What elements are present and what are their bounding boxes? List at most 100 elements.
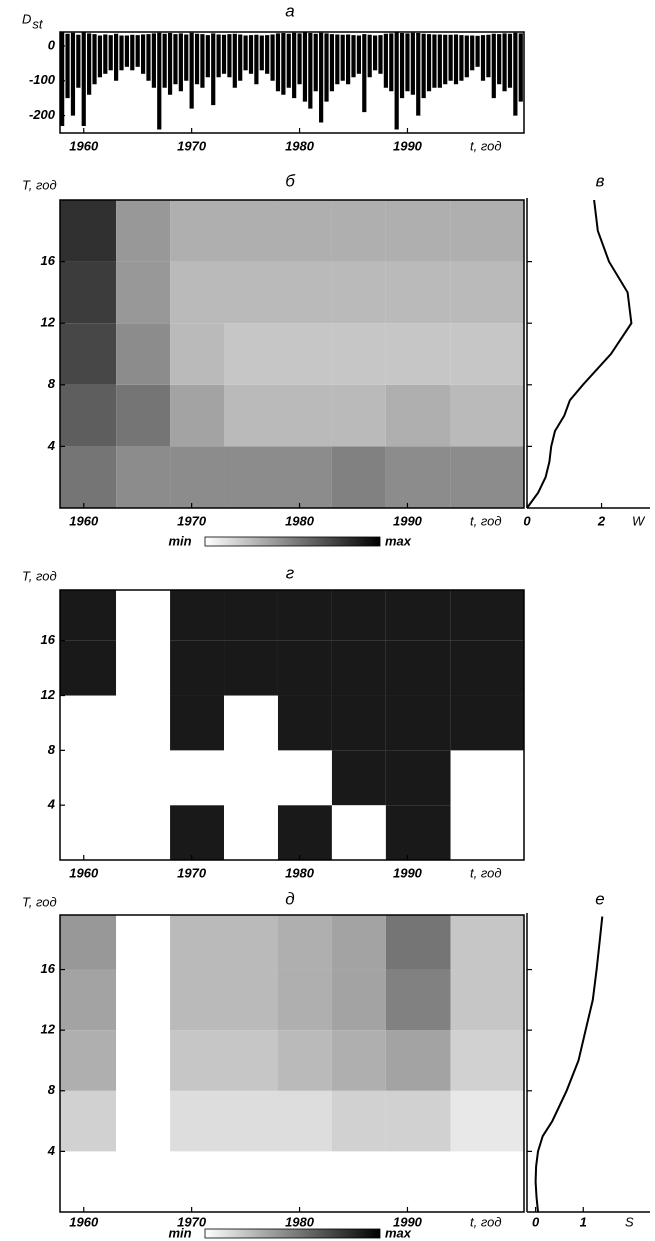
heatmap-cell xyxy=(116,590,171,641)
heatmap-cell xyxy=(277,1090,332,1152)
x-tick-label: 0 xyxy=(532,1214,540,1229)
heatmap-cell xyxy=(331,640,386,696)
heatmap-cell xyxy=(385,1151,451,1212)
panel-title: а xyxy=(285,1,294,20)
x-tick-label: 1960 xyxy=(69,865,99,880)
profile-line xyxy=(534,916,604,1213)
panel: г T, год t, год 1960 1970 1980 1990 4 8 12 16 xyxy=(22,563,525,880)
y-tick-label: 8 xyxy=(48,376,56,391)
panel-title: г xyxy=(286,563,294,582)
heatmap-cell xyxy=(385,750,451,806)
heatmap-cell xyxy=(224,323,278,385)
heatmap-cell xyxy=(60,446,117,508)
y-tick-label: 0 xyxy=(48,37,56,52)
heatmap-cell xyxy=(224,640,278,696)
heatmap-cell xyxy=(450,1151,524,1212)
heatmap-cell xyxy=(224,1090,278,1152)
x-axis-label: W xyxy=(632,513,646,528)
heatmap-cell xyxy=(170,261,225,324)
heatmap-cell xyxy=(331,969,386,1031)
x-tick-label: 1990 xyxy=(393,513,423,528)
x-tick-label: 1 xyxy=(580,1214,587,1229)
plot-frame xyxy=(59,589,525,861)
heatmap-cell xyxy=(170,1090,225,1152)
heatmap-cell xyxy=(277,695,332,751)
colorbar-max-label: max xyxy=(385,1225,412,1240)
heatmap-cell xyxy=(385,261,451,324)
heatmap-cell xyxy=(450,640,524,696)
heatmap-cell xyxy=(170,323,225,385)
heatmap-cell xyxy=(60,695,117,751)
panel-title: в xyxy=(596,171,605,190)
heatmap-cell xyxy=(277,640,332,696)
x-tick-label: 1960 xyxy=(69,1214,99,1229)
heatmap-cell xyxy=(331,1090,386,1152)
x-tick-label: 1970 xyxy=(177,138,207,153)
heatmap-cell xyxy=(450,384,524,447)
heatmap-cell xyxy=(385,1030,451,1091)
profile-line xyxy=(526,199,633,509)
heatmap-cell xyxy=(170,1151,225,1212)
heatmap-cell xyxy=(277,969,332,1031)
panel: е S 0 1 xyxy=(526,889,650,1229)
heatmap-cell xyxy=(60,969,117,1031)
x-tick-label: 1980 xyxy=(285,138,315,153)
panel: а D st t, год 1960 1970 1980 1990 0 -100 -200 xyxy=(22,1,525,153)
heatmap-cell xyxy=(277,1151,332,1212)
heatmap-cell xyxy=(331,200,386,262)
heatmap-cell xyxy=(331,915,386,970)
y-tick-label: 16 xyxy=(41,253,56,268)
x-axis-label: S xyxy=(625,1214,634,1229)
heatmap-cell xyxy=(385,915,451,970)
heatmap-cell xyxy=(385,446,451,508)
x-tick-label: 1980 xyxy=(285,513,315,528)
plot-frame xyxy=(59,199,525,509)
plot-frame xyxy=(59,31,525,134)
heatmap-cell xyxy=(60,805,117,860)
heatmap-cell xyxy=(60,1090,117,1152)
heatmap-cell xyxy=(170,384,225,447)
heatmap-cell xyxy=(170,590,225,641)
heatmap-cell xyxy=(385,969,451,1031)
y-tick-label: 16 xyxy=(41,961,56,976)
heatmap-cell xyxy=(116,1030,171,1091)
plot-frame xyxy=(59,914,525,1213)
x-tick-label: 1990 xyxy=(393,1214,423,1229)
colorbar-min-label: min xyxy=(168,1225,191,1240)
heatmap-cell xyxy=(116,695,171,751)
heatmap-cell xyxy=(450,1030,524,1091)
x-tick-label: 1990 xyxy=(393,865,423,880)
heatmap-cell xyxy=(170,446,225,508)
heatmap-cell xyxy=(331,805,386,860)
heatmap-cell xyxy=(170,640,225,696)
heatmap-cell xyxy=(60,384,117,447)
y-tick-label: 12 xyxy=(41,315,56,330)
heatmap-cell xyxy=(277,323,332,385)
heatmap-cell xyxy=(116,323,171,385)
heatmap-cell xyxy=(224,915,278,970)
heatmap-cell xyxy=(224,446,278,508)
heatmap-cell xyxy=(385,323,451,385)
heatmap-cell xyxy=(224,590,278,641)
x-axis-label: t, год xyxy=(470,513,502,528)
y-axis-label: T, год xyxy=(22,568,57,583)
heatmap-cell xyxy=(60,323,117,385)
y-axis-label: T, год xyxy=(22,894,57,909)
heatmap-cell xyxy=(116,200,171,262)
heatmap-cell xyxy=(116,750,171,806)
heatmap-cell xyxy=(60,200,117,262)
heatmap-cell xyxy=(385,695,451,751)
heatmap-cell xyxy=(331,590,386,641)
heatmap-cell xyxy=(60,1030,117,1091)
panel-title: е xyxy=(595,889,604,908)
heatmap-cell xyxy=(116,915,171,970)
heatmap-cell xyxy=(224,750,278,806)
heatmap-cell xyxy=(224,384,278,447)
y-tick-label: 4 xyxy=(47,438,56,453)
heatmap-cell xyxy=(450,1090,524,1152)
y-tick-label: -100 xyxy=(29,72,56,87)
heatmap-cell xyxy=(224,200,278,262)
